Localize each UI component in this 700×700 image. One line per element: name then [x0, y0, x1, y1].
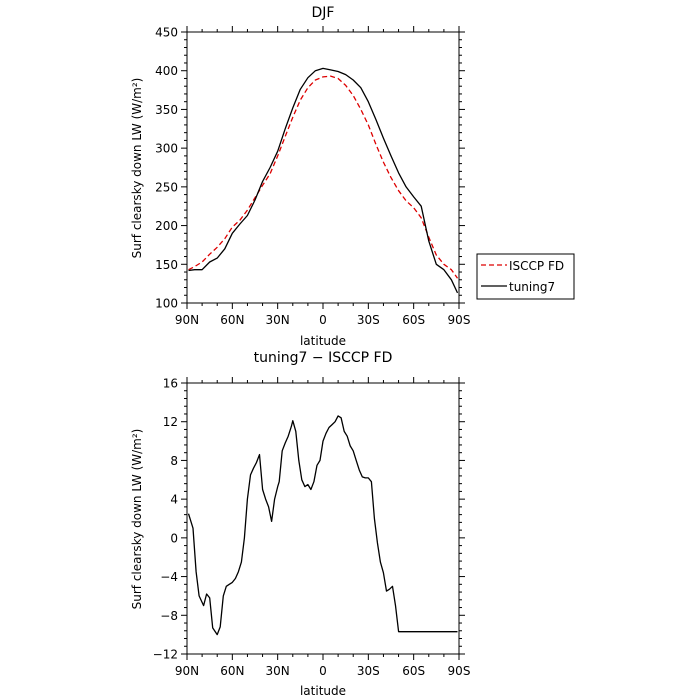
x-tick-label: 60N — [220, 313, 244, 327]
y-tick-label: 100 — [155, 297, 178, 311]
x-axis-label: latitude — [300, 334, 346, 348]
y-tick-label: −8 — [160, 609, 178, 623]
legend-box — [476, 253, 575, 300]
x-tick-label: 60S — [402, 313, 425, 327]
y-axis: −12 −8 −4 0 4 8 12 16 — [153, 377, 465, 662]
x-tick-label: 60S — [402, 664, 425, 678]
y-tick-label: 4 — [170, 493, 178, 507]
x-tick-label: 30N — [266, 664, 290, 678]
x-tick-label: 90S — [448, 313, 471, 327]
y-tick-label: 12 — [163, 415, 178, 429]
y-axis: 100 150 200 250 300 350 400 450 — [155, 26, 465, 311]
y-tick-label: 400 — [155, 64, 178, 78]
series-line-tuning7 — [188, 67, 459, 294]
plot-frame — [186, 31, 460, 304]
y-tick-label: 8 — [170, 454, 178, 468]
series-line-difference — [187, 415, 458, 636]
x-tick-label: 30N — [266, 313, 290, 327]
legend-label-isccp: ISCCP FD — [509, 259, 564, 273]
x-tick-label: 0 — [319, 664, 327, 678]
plot-frame — [186, 382, 460, 655]
x-axis: 90N 60N 30N 0 30S 60S 90S — [175, 377, 471, 678]
y-tick-label: −12 — [153, 648, 178, 662]
y-tick-label: 450 — [155, 26, 178, 40]
y-tick-label: 300 — [155, 142, 178, 156]
series-line-isccp-fd — [188, 75, 459, 279]
y-tick-label: 0 — [170, 531, 178, 545]
x-tick-label: 60N — [220, 664, 244, 678]
y-axis-label: Surf clearsky down LW (W/m²) — [130, 78, 144, 259]
x-axis-label: latitude — [300, 684, 346, 698]
chart-title: DJF — [312, 5, 335, 21]
y-tick-label: 150 — [155, 258, 178, 272]
legend-label-tuning7: tuning7 — [509, 280, 555, 294]
y-axis-label: Surf clearsky down LW (W/m²) — [130, 429, 144, 610]
x-tick-label: 30S — [357, 313, 380, 327]
x-tick-label: 0 — [319, 313, 327, 327]
y-tick-label: 200 — [155, 219, 178, 233]
legend: ISCCP FD tuning7 — [476, 253, 575, 300]
y-tick-label: −4 — [160, 570, 178, 584]
x-tick-label: 90N — [175, 664, 199, 678]
x-axis: 90N 60N 30N 0 30S 60S 90S — [175, 26, 471, 327]
y-tick-label: 350 — [155, 103, 178, 117]
x-tick-label: 90N — [175, 313, 199, 327]
djf-panel: DJF 100 150 200 250 300 350 400 450 90N 60N 30N 0 3… — [130, 5, 575, 348]
y-tick-label: 250 — [155, 180, 178, 194]
chart-title: tuning7 − ISCCP FD — [254, 350, 393, 366]
series-layer — [187, 415, 458, 636]
x-tick-label: 90S — [448, 664, 471, 678]
series-layer — [188, 67, 459, 294]
difference-panel: tuning7 − ISCCP FD −12 −8 −4 0 4 8 12 16 90N 60N… — [130, 350, 470, 698]
x-tick-label: 30S — [357, 664, 380, 678]
y-tick-label: 16 — [163, 377, 178, 391]
